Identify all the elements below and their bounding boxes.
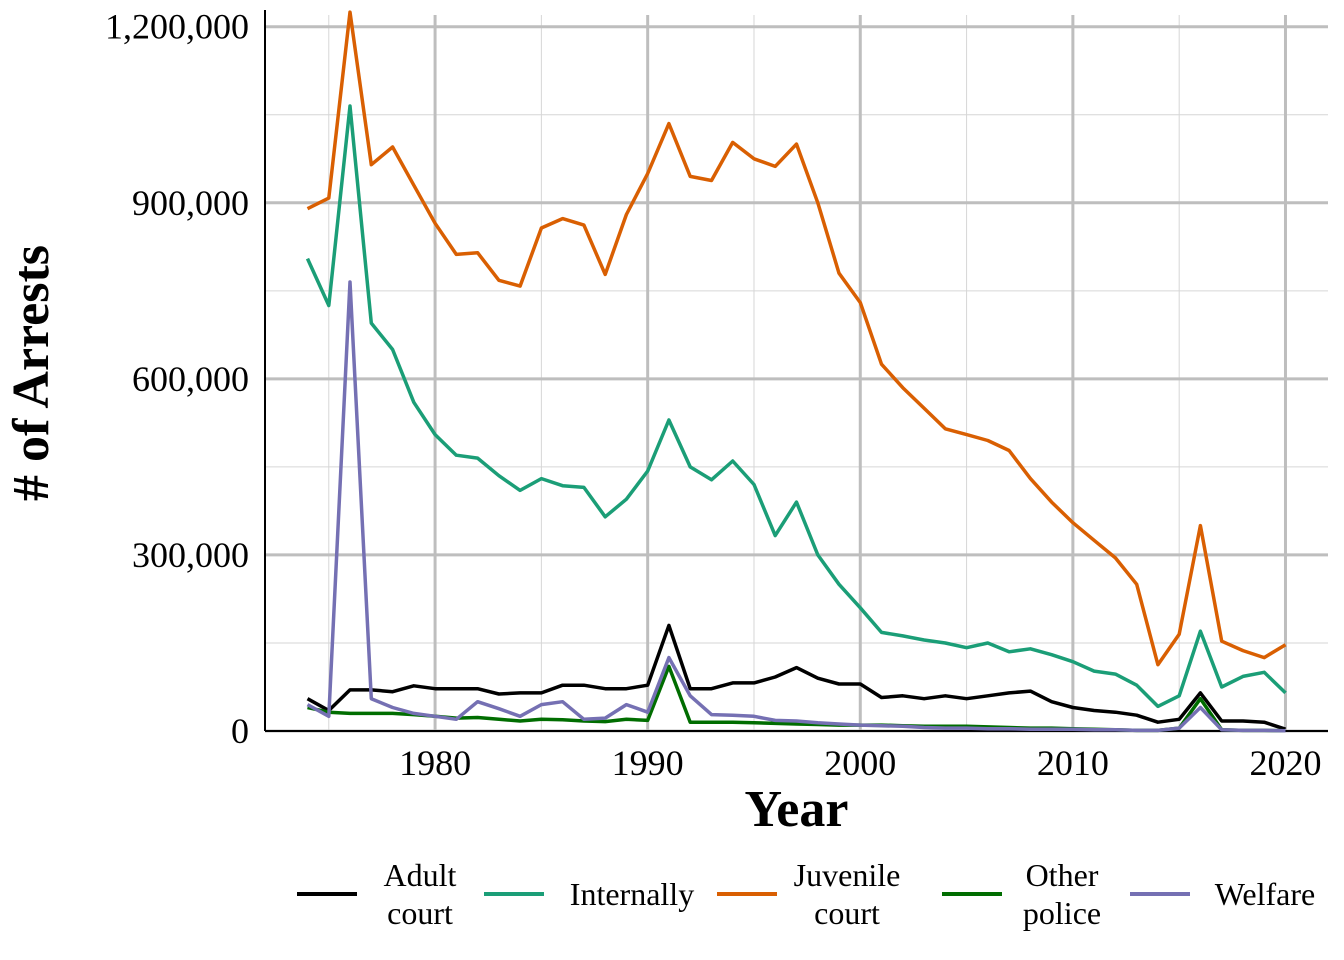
legend-label-adult-court: court <box>387 895 453 931</box>
y-tick-label: 900,000 <box>132 183 249 223</box>
tick-labels: 1980 1990 2000 2010 2020 0 300,000 600,000 900,0… <box>105 7 1321 783</box>
axes <box>264 10 1328 732</box>
legend-label-other-police: police <box>1023 895 1101 931</box>
legend-label-internally: Internally <box>570 876 694 912</box>
grid <box>265 15 1328 733</box>
series-line-welfare <box>306 280 1286 733</box>
y-tick-label: 600,000 <box>132 359 249 399</box>
x-tick-label: 1980 <box>399 743 471 783</box>
y-tick-label: 300,000 <box>132 535 249 575</box>
series-line-internally <box>305 104 1287 709</box>
x-axis-title: Year <box>745 781 849 838</box>
legend-label-welfare: Welfare <box>1215 876 1315 912</box>
series-line-adult-court <box>306 623 1287 731</box>
y-axis-title: # of Arrests <box>3 245 60 501</box>
x-tick-label: 2020 <box>1249 743 1321 783</box>
series-line-juvenile-court <box>306 10 1287 667</box>
legend-label-juvenile-court: court <box>814 895 880 931</box>
legend: AdultcourtInternallyJuvenilecourtOtherpo… <box>297 857 1315 931</box>
legend-label-other-police: Other <box>1026 857 1099 893</box>
y-tick-label: 0 <box>231 711 249 751</box>
x-tick-label: 1990 <box>612 743 684 783</box>
legend-label-adult-court: Adult <box>384 857 457 893</box>
legend-label-juvenile-court: Juvenile <box>794 857 901 893</box>
x-tick-label: 2010 <box>1037 743 1109 783</box>
y-tick-label: 1,200,000 <box>105 7 249 47</box>
series-lines <box>305 10 1287 733</box>
x-tick-label: 2000 <box>824 743 896 783</box>
